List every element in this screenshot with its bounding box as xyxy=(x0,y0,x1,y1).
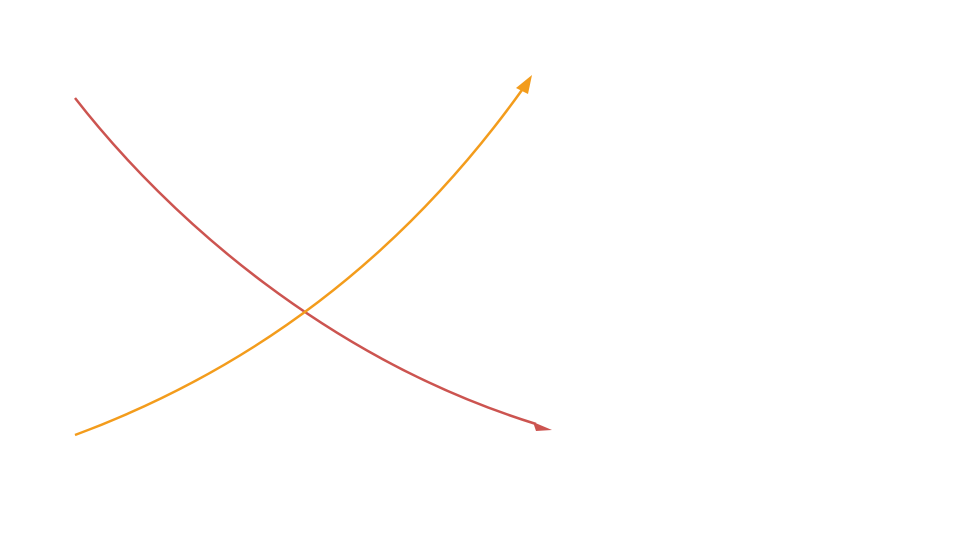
red-arrow xyxy=(74,97,537,426)
orange-arrowhead xyxy=(516,75,532,94)
orange-arrow xyxy=(74,89,524,437)
red-arrowhead xyxy=(533,422,552,431)
